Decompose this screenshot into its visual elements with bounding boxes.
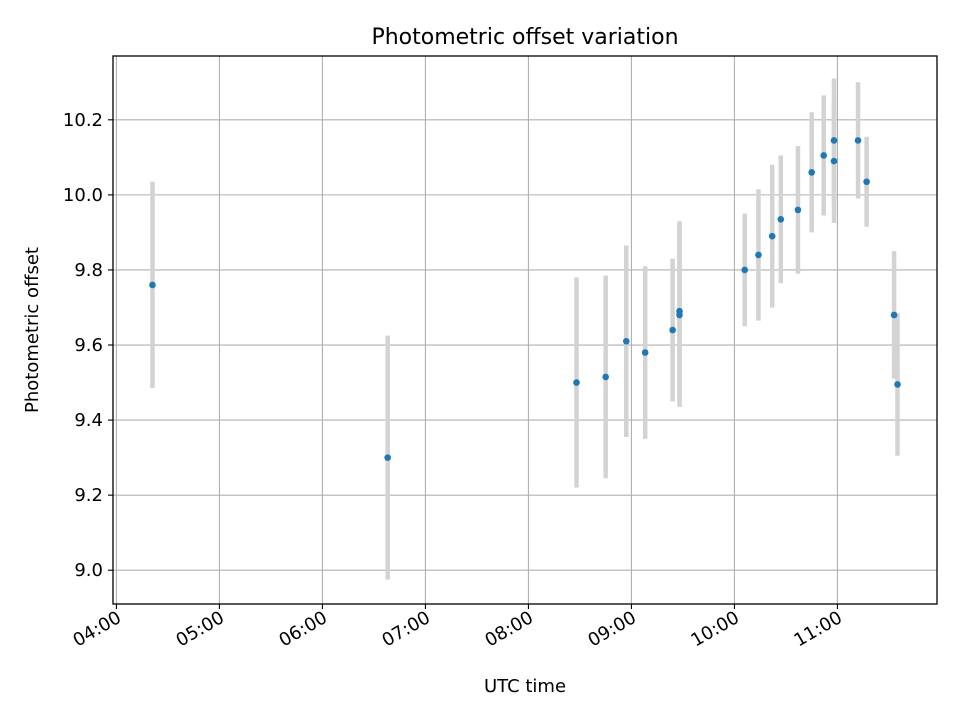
data-point (894, 381, 901, 388)
data-point (863, 178, 870, 186)
data-point (755, 251, 762, 259)
data-point (830, 137, 838, 144)
y-tick-label: 10.2 (63, 110, 103, 131)
data-point (384, 454, 391, 461)
data-point (622, 337, 630, 345)
data-point (890, 311, 898, 319)
data-point (777, 215, 785, 223)
y-tick-label: 10.0 (63, 185, 103, 206)
data-points (149, 137, 901, 461)
data-point (768, 232, 776, 240)
data-point (573, 379, 580, 386)
data-point (669, 326, 676, 334)
y-tick-label: 9.6 (74, 335, 103, 356)
data-point (854, 137, 862, 144)
x-axis-label: UTC time (484, 676, 566, 697)
y-axis-label: Photometric offset (22, 247, 43, 413)
data-point (820, 152, 827, 159)
data-point (602, 373, 609, 381)
data-point (641, 349, 649, 356)
y-tick-label: 9.2 (74, 485, 103, 506)
data-point (794, 206, 802, 214)
y-tick-label: 9.0 (74, 560, 103, 581)
chart-title: Photometric offset variation (371, 25, 678, 50)
plot-area-frame (112, 55, 938, 605)
data-point (676, 307, 683, 315)
y-tick-label: 9.4 (74, 410, 103, 431)
y-tick-label: 9.8 (74, 260, 103, 281)
data-point (808, 169, 815, 176)
data-point (741, 266, 749, 274)
data-point (149, 281, 156, 289)
data-point (830, 157, 838, 165)
